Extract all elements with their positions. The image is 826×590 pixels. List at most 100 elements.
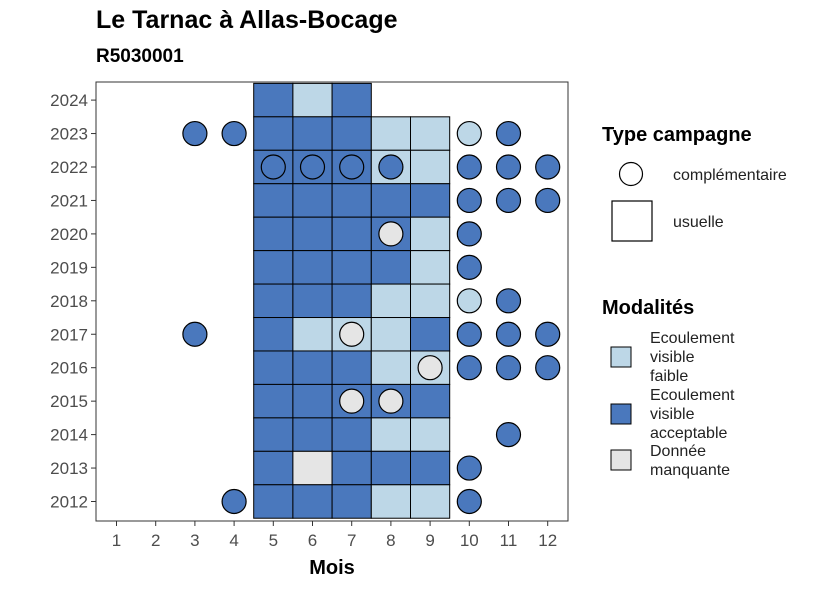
y-tick-label-2016: 2016: [50, 359, 88, 378]
squares-layer: [253, 82, 451, 519]
square-2017-9: [410, 317, 451, 352]
x-tick-label-11: 11: [500, 531, 518, 550]
square-2012-8: [370, 484, 411, 519]
square-2017-6: [292, 317, 333, 352]
legend-label-faible-line-3: faible: [650, 368, 688, 385]
legend-label-acceptable-line-1: Ecoulement: [650, 387, 735, 404]
y-tick-label-2023: 2023: [50, 125, 88, 144]
circle-2017-7: [339, 321, 365, 347]
circle-2022-11: [495, 154, 522, 180]
x-tick-label-5: 5: [269, 531, 278, 550]
legend-type-title: Type campagne: [602, 124, 752, 146]
circle-2016-9: [417, 355, 443, 381]
square-2019-6: [292, 250, 333, 285]
x-tick-label-10: 10: [460, 531, 479, 550]
y-tick-label-2018: 2018: [50, 292, 88, 311]
y-tick-label-2012: 2012: [50, 493, 88, 512]
legend-label-usuelle: usuelle: [673, 214, 724, 231]
square-2012-7: [331, 484, 372, 519]
circle-2022-7: [339, 154, 365, 180]
x-tick-label-8: 8: [386, 531, 395, 550]
square-2014-7: [331, 417, 372, 452]
square-2018-9: [410, 283, 451, 319]
legend-key-usuelle: [611, 200, 653, 242]
circle-2013-10: [456, 455, 482, 481]
square-2019-8: [370, 250, 411, 285]
square-2023-5: [253, 116, 294, 151]
x-tick-label-7: 7: [347, 531, 356, 550]
circle-2012-4: [221, 488, 247, 515]
circle-2022-8: [378, 154, 404, 180]
square-2016-8: [370, 350, 411, 385]
square-2012-6: [292, 484, 333, 519]
square-2021-6: [292, 183, 333, 218]
circle-2016-11: [495, 355, 522, 381]
x-tick-label-12: 12: [538, 531, 557, 550]
y-tick-label-2014: 2014: [50, 426, 88, 445]
y-tick-label-2020: 2020: [50, 225, 88, 244]
y-tick-label-2013: 2013: [50, 459, 88, 478]
circle-2019-10: [456, 254, 482, 280]
square-2023-8: [370, 116, 411, 151]
square-2021-7: [331, 183, 372, 218]
legend-key-manquante: [610, 449, 632, 471]
circle-2017-3: [182, 321, 208, 347]
x-tick-label-4: 4: [229, 531, 238, 550]
legend-key-complementaire: [618, 161, 644, 187]
circle-2017-10: [456, 321, 482, 347]
legend-label-acceptable-line-3: acceptable: [650, 425, 727, 442]
square-2023-6: [292, 116, 333, 151]
square-2016-5: [253, 350, 294, 385]
x-tick-label-3: 3: [190, 531, 199, 550]
circle-2016-10: [456, 355, 482, 381]
legend-modalites-title: Modalités: [602, 297, 694, 319]
square-2012-9: [410, 484, 451, 519]
square-2020-5: [253, 216, 294, 252]
x-tick-label-1: 1: [112, 531, 121, 550]
square-2014-8: [370, 417, 411, 452]
square-2021-8: [370, 183, 411, 218]
square-2023-7: [331, 116, 372, 151]
x-tick-label-9: 9: [425, 531, 434, 550]
legend-label-acceptable-line-2: visible: [650, 406, 695, 423]
chart-title: Le Tarnac à Allas-Bocage: [96, 6, 398, 34]
y-tick-label-2021: 2021: [50, 191, 88, 210]
axes-layer: 1 2 3 4 5 6 7 8 9 10 11 122012201320142015201620172…: [50, 91, 557, 550]
square-2024-5: [253, 82, 294, 118]
legend-label-manquante-line-1: Donnée: [650, 443, 706, 460]
square-2020-9: [410, 216, 451, 252]
y-tick-label-2024: 2024: [50, 91, 88, 110]
circle-2022-12: [535, 154, 561, 180]
square-2013-8: [370, 450, 411, 486]
square-2019-9: [410, 250, 451, 285]
legend-key-faible: [610, 346, 632, 368]
square-2024-6: [292, 82, 333, 118]
square-2018-5: [253, 283, 294, 319]
square-2013-9: [410, 450, 451, 486]
circle-2020-8: [378, 221, 404, 247]
square-2014-6: [292, 417, 333, 452]
x-axis-title: Mois: [309, 557, 355, 579]
square-2019-5: [253, 250, 294, 285]
y-tick-label-2017: 2017: [50, 325, 88, 344]
square-2013-5: [253, 450, 294, 486]
square-2014-5: [253, 417, 294, 452]
square-2016-7: [331, 350, 372, 385]
legend-label-manquante-line-2: manquante: [650, 462, 730, 479]
square-2021-5: [253, 183, 294, 218]
square-2018-6: [292, 283, 333, 319]
square-2015-6: [292, 383, 333, 419]
circle-2023-4: [221, 120, 247, 147]
square-2017-5: [253, 317, 294, 352]
circle-2023-11: [495, 120, 522, 147]
square-2016-6: [292, 350, 333, 385]
y-tick-label-2015: 2015: [50, 392, 88, 411]
chart-subtitle: R5030001: [96, 46, 184, 67]
circle-2021-11: [495, 187, 522, 214]
square-2024-7: [331, 82, 372, 118]
circle-2021-12: [535, 187, 561, 214]
square-2013-6: [292, 450, 333, 486]
square-2015-5: [253, 383, 294, 419]
square-2017-8: [370, 317, 411, 352]
